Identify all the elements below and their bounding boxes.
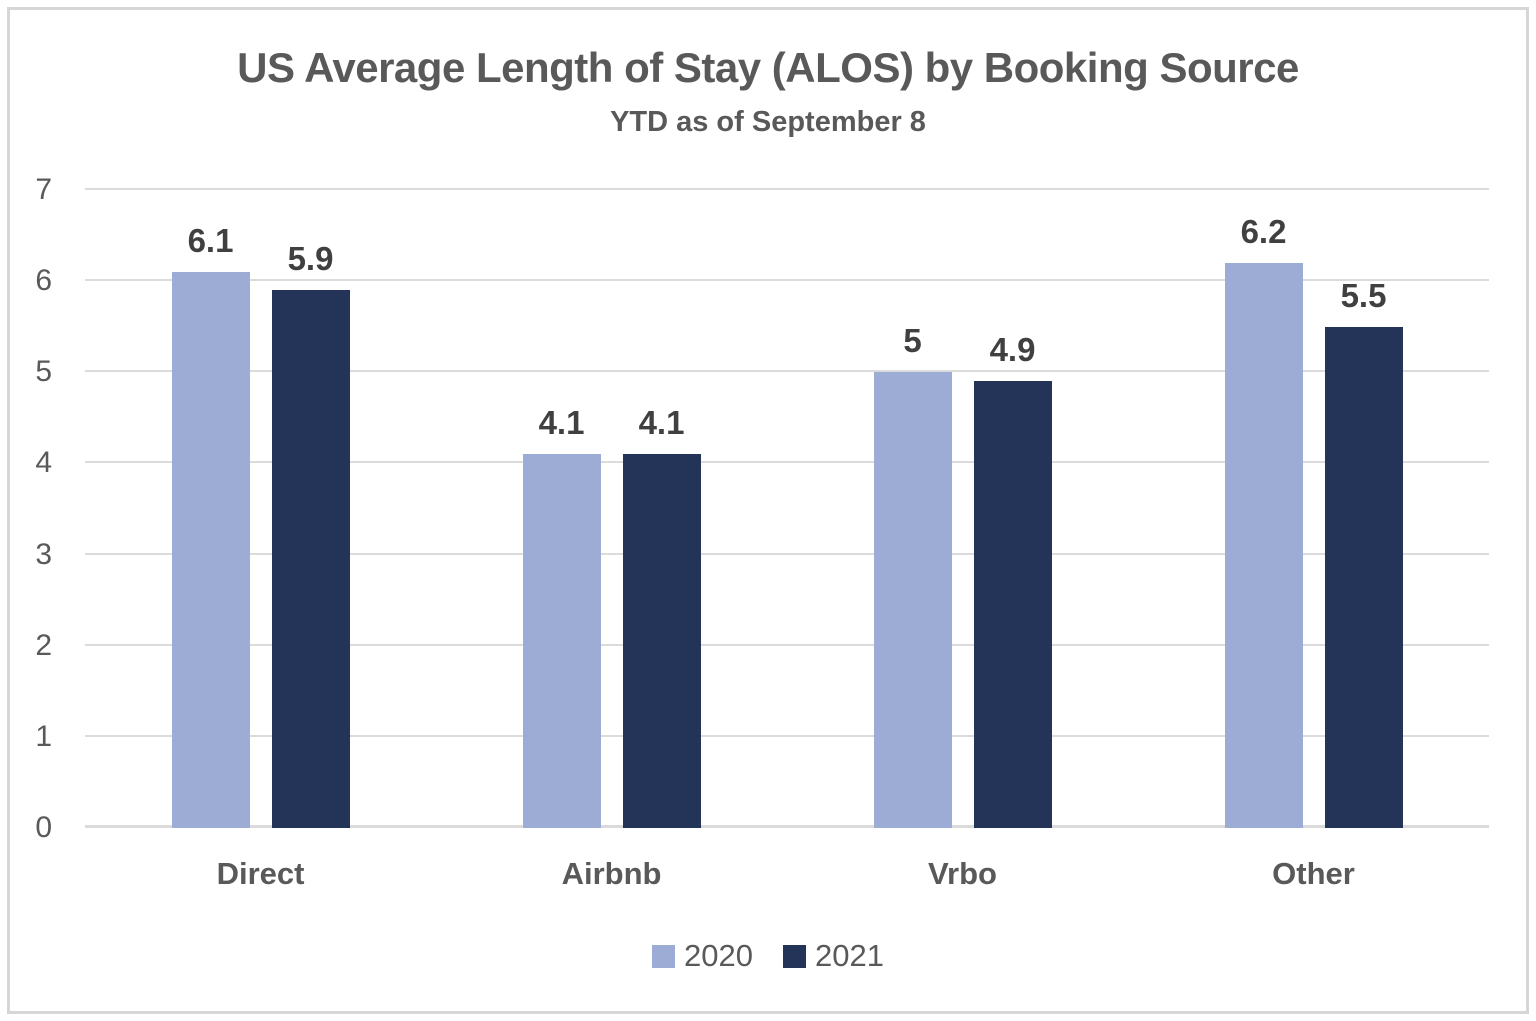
category-label-vrbo: Vrbo	[928, 856, 997, 891]
bar-2021-direct: 5.9	[271, 240, 350, 828]
bar-2021-vrbo: 4.9	[973, 331, 1052, 828]
value-label-2021-direct: 5.9	[287, 240, 334, 278]
bar-group-airbnb: 4.1 4.1	[436, 190, 787, 828]
value-label-2020-other: 6.2	[1240, 212, 1287, 250]
legend-label-2021: 2021	[815, 938, 884, 973]
legend-swatch-2020	[652, 944, 676, 968]
y-tick-label-6: 6	[35, 264, 52, 298]
gridline-7	[85, 188, 1489, 190]
y-tick-label-2: 2	[35, 628, 52, 662]
y-tick-label-3: 3	[35, 537, 52, 571]
gridline-1	[85, 734, 1489, 737]
legend-swatch-2021	[783, 944, 806, 968]
value-label-2021-airbnb: 4.1	[638, 404, 685, 442]
y-tick-label-1: 1	[35, 719, 52, 753]
gridline-6	[85, 279, 1489, 282]
legend-entry-2020: 2020	[652, 938, 753, 974]
legend-entry-2021: 2021	[783, 938, 884, 974]
legend-label-2020: 2020	[684, 938, 753, 973]
bar-2021-other: 5.5	[1324, 277, 1403, 828]
y-tick-label-4: 4	[35, 446, 52, 480]
value-label-2020-vrbo: 5	[903, 322, 922, 360]
category-label-airbnb: Airbnb	[561, 856, 662, 891]
legend: 2020 2021	[0, 938, 1536, 974]
bar-2020-vrbo: 5	[873, 322, 952, 828]
bar-2021-airbnb: 4.1	[622, 404, 701, 828]
bar-group-other: 6.2 5.5	[1138, 190, 1489, 828]
value-label-2021-other: 5.5	[1340, 276, 1387, 314]
value-label-2020-direct: 6.1	[187, 222, 234, 260]
chart-subtitle: YTD as of September 8	[610, 106, 926, 138]
plot-area: 6.1 5.9 4.1 4.1 5 4.9 6.2 5.5	[85, 188, 1489, 828]
x-axis-category-labels: Direct Airbnb Vrbo Other	[85, 856, 1489, 892]
y-tick-label-7: 7	[35, 173, 52, 206]
category-label-direct: Direct	[216, 856, 305, 891]
chart-title: US Average Length of Stay (ALOS) by Book…	[237, 44, 1299, 91]
bar-group-vrbo: 5 4.9	[787, 190, 1138, 828]
gridline-0	[85, 825, 1489, 828]
value-label-2021-vrbo: 4.9	[989, 331, 1036, 369]
gridline-2	[85, 643, 1489, 646]
gridline-5	[85, 370, 1489, 373]
bar-2020-airbnb: 4.1	[522, 404, 601, 828]
chart-frame: US Average Length of Stay (ALOS) by Book…	[7, 7, 1529, 1014]
y-tick-label-5: 5	[35, 355, 52, 389]
gridline-3	[85, 552, 1489, 555]
bar-group-direct: 6.1 5.9	[85, 190, 436, 828]
category-label-other: Other	[1272, 856, 1355, 891]
y-tick-label-0: 0	[35, 811, 52, 844]
bar-2020-other: 6.2	[1224, 213, 1303, 828]
bar-2020-direct: 6.1	[171, 222, 250, 828]
gridline-4	[85, 461, 1489, 464]
value-label-2020-airbnb: 4.1	[538, 404, 585, 442]
